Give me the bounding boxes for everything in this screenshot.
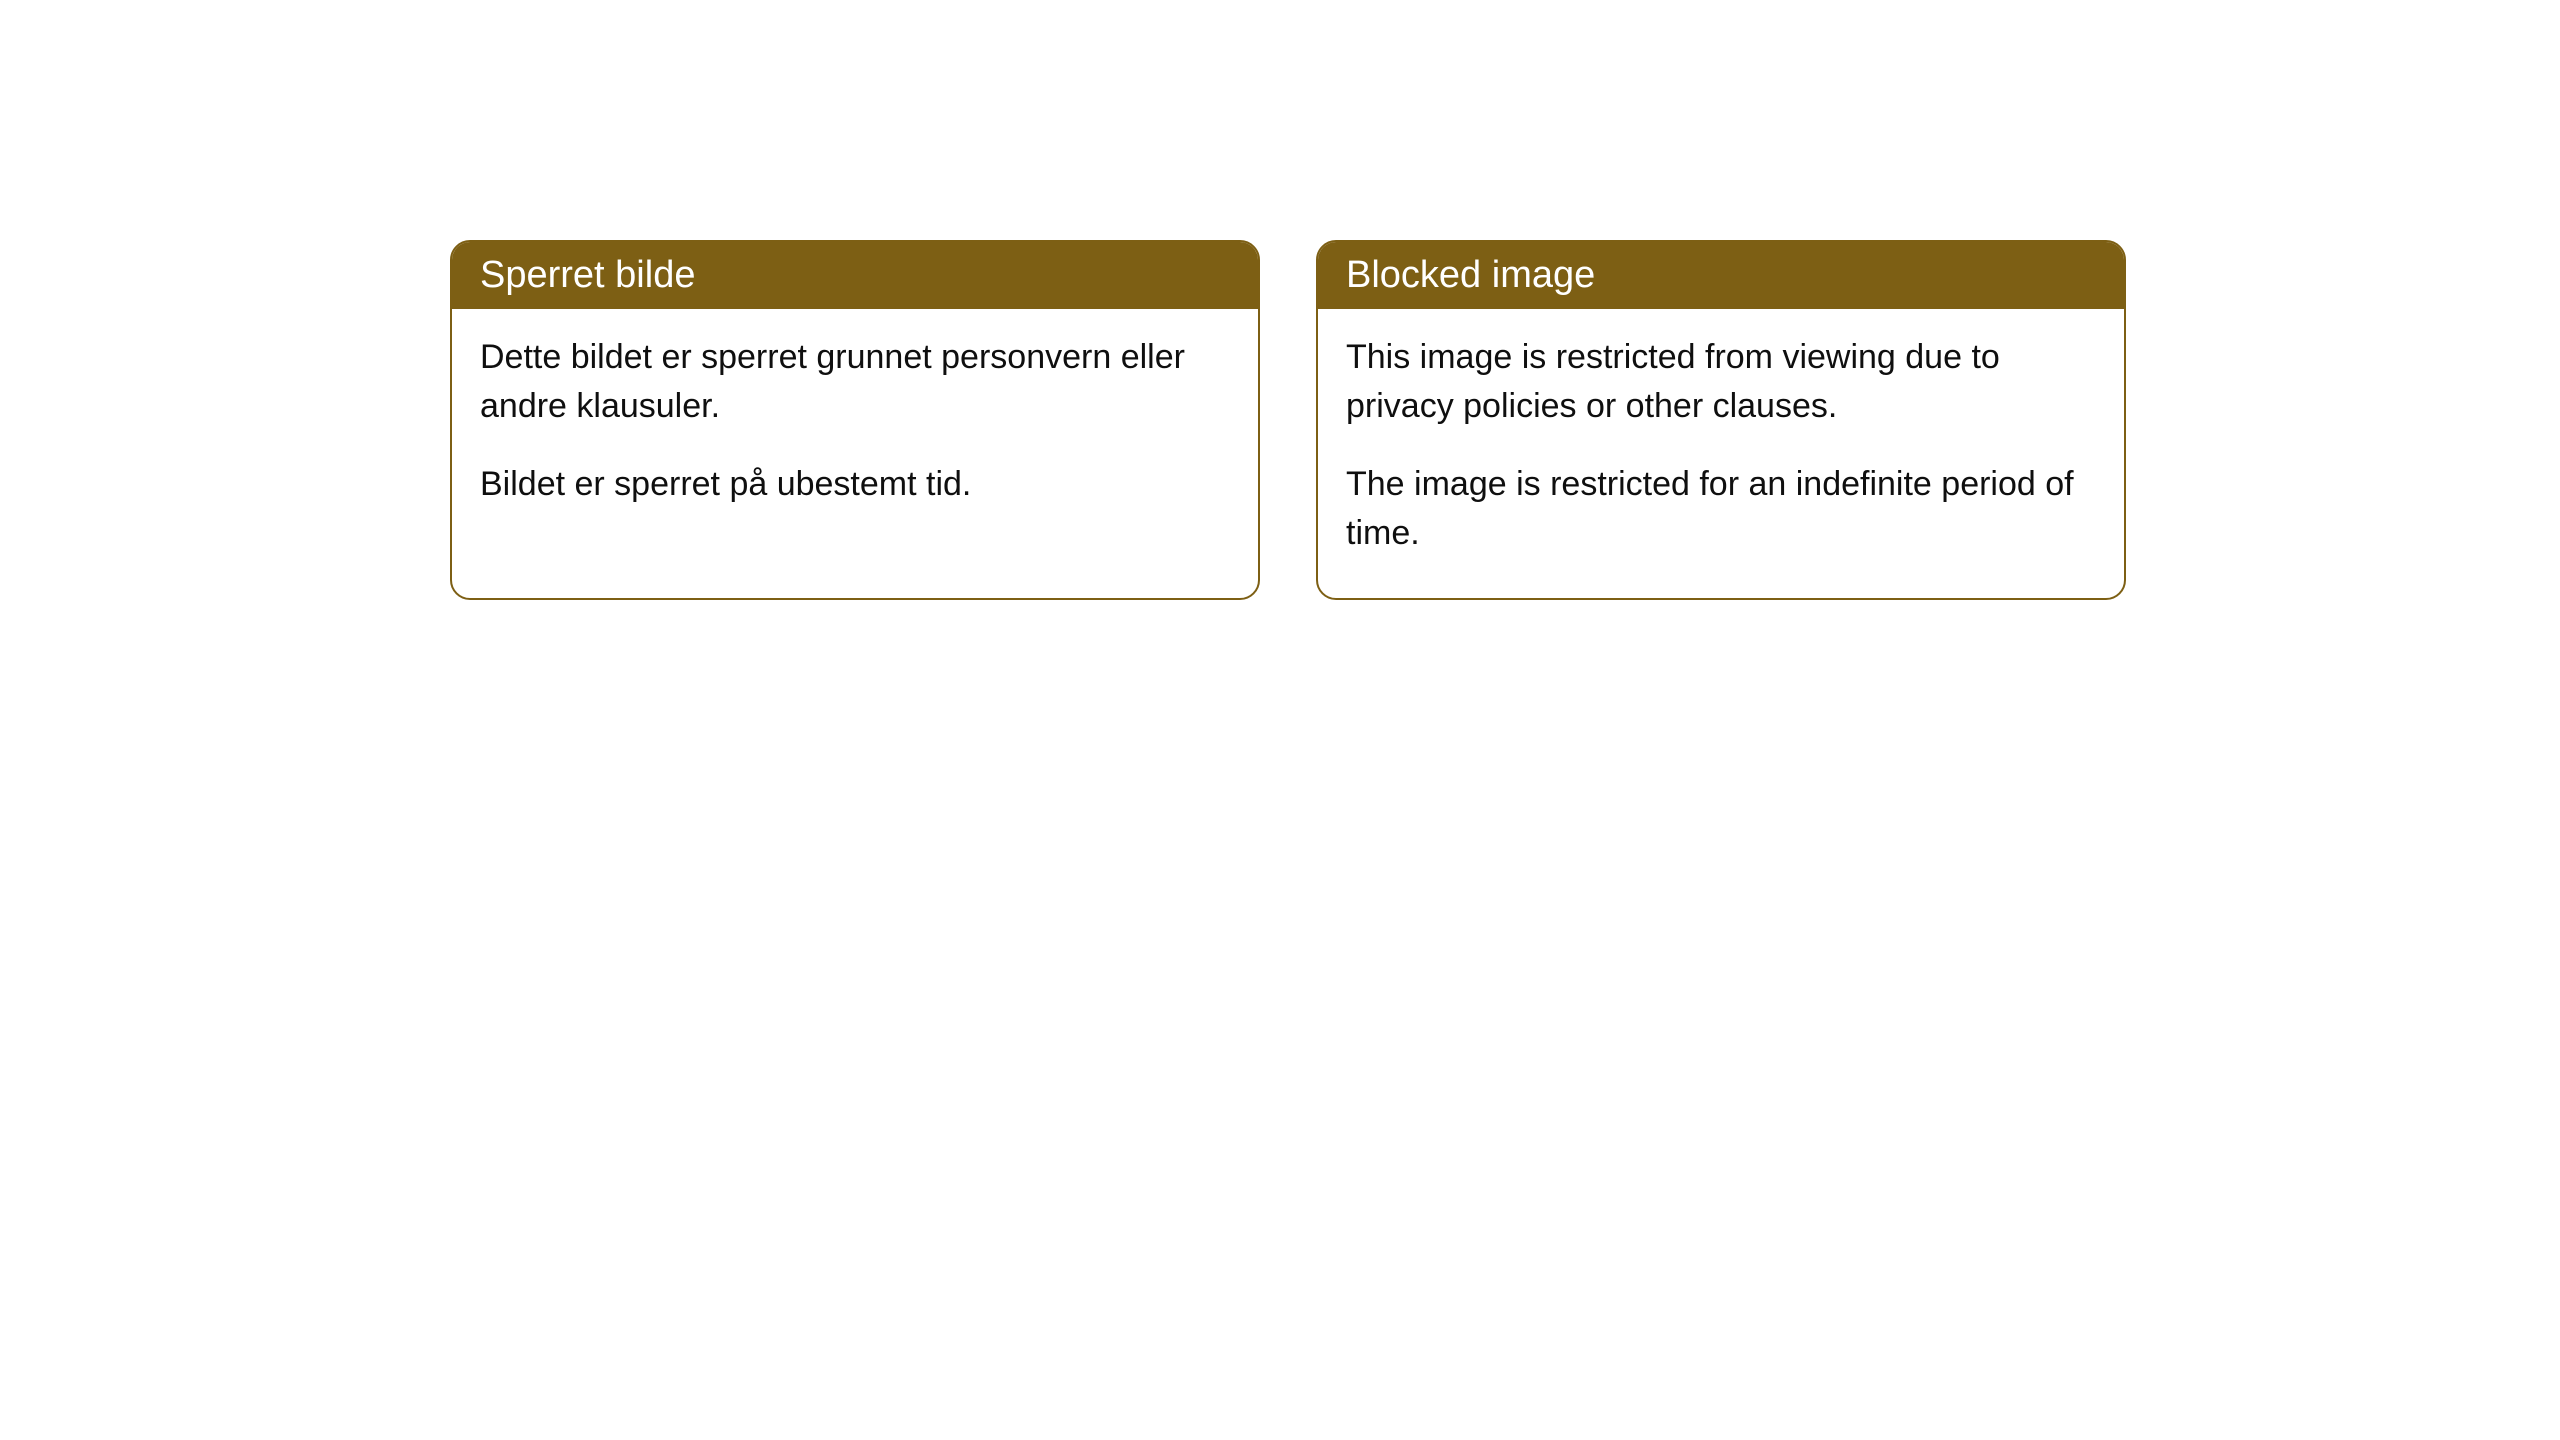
card-title: Sperret bilde xyxy=(480,254,695,296)
card-title: Blocked image xyxy=(1346,254,1595,296)
blocked-image-card-norwegian: Sperret bilde Dette bildet er sperret gr… xyxy=(450,240,1260,600)
card-paragraph: This image is restricted from viewing du… xyxy=(1346,333,2096,432)
card-body: This image is restricted from viewing du… xyxy=(1318,309,2124,598)
card-paragraph: The image is restricted for an indefinit… xyxy=(1346,460,2096,559)
card-paragraph: Bildet er sperret på ubestemt tid. xyxy=(480,460,1230,509)
card-header: Blocked image xyxy=(1318,242,2124,309)
blocked-image-card-english: Blocked image This image is restricted f… xyxy=(1316,240,2126,600)
card-body: Dette bildet er sperret grunnet personve… xyxy=(452,309,1258,549)
card-header: Sperret bilde xyxy=(452,242,1258,309)
notice-cards-container: Sperret bilde Dette bildet er sperret gr… xyxy=(450,240,2126,600)
card-paragraph: Dette bildet er sperret grunnet personve… xyxy=(480,333,1230,432)
